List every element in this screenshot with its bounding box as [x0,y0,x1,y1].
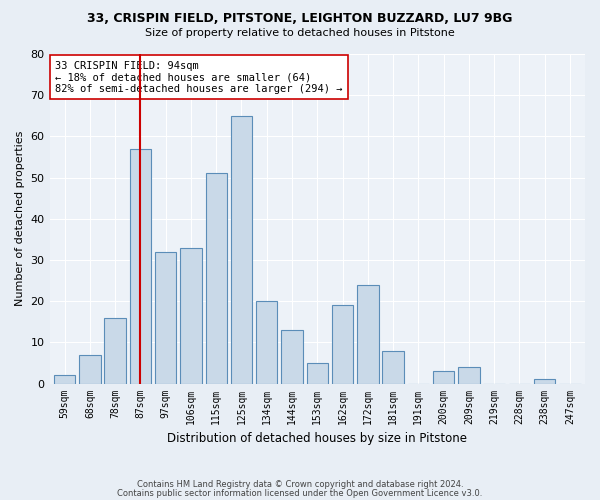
Bar [79,354,101,384]
X-axis label: Distribution of detached houses by size in Pitstone: Distribution of detached houses by size … [167,432,467,445]
Bar [458,367,479,384]
Bar [433,371,454,384]
Text: 33, CRISPIN FIELD, PITSTONE, LEIGHTON BUZZARD, LU7 9BG: 33, CRISPIN FIELD, PITSTONE, LEIGHTON BU… [88,12,512,26]
Bar [180,248,202,384]
Bar [155,252,176,384]
Bar [54,376,76,384]
Bar [231,116,252,384]
Bar [307,363,328,384]
Text: 33 CRISPIN FIELD: 94sqm
← 18% of detached houses are smaller (64)
82% of semi-de: 33 CRISPIN FIELD: 94sqm ← 18% of detache… [55,60,343,94]
Bar [130,148,151,384]
Y-axis label: Number of detached properties: Number of detached properties [15,131,25,306]
Bar [382,350,404,384]
Bar [281,330,303,384]
Bar [256,301,277,384]
Bar [534,380,556,384]
Text: Size of property relative to detached houses in Pitstone: Size of property relative to detached ho… [145,28,455,38]
Bar [104,318,126,384]
Text: Contains HM Land Registry data © Crown copyright and database right 2024.: Contains HM Land Registry data © Crown c… [137,480,463,489]
Bar [206,174,227,384]
Text: Contains public sector information licensed under the Open Government Licence v3: Contains public sector information licen… [118,488,482,498]
Bar [357,284,379,384]
Bar [332,306,353,384]
